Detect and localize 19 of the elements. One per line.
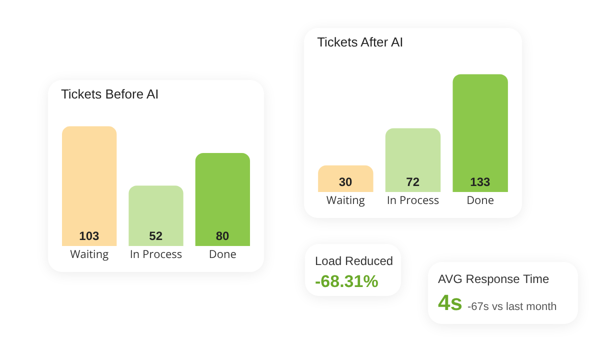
data-label: 30 — [338, 175, 352, 189]
x-tick-label: In Process — [386, 193, 440, 208]
text: Load Reduced — [315, 254, 394, 268]
text: 4s — [438, 290, 462, 315]
chart-title: Tickets After AI — [317, 34, 404, 50]
x-tick-label: In Process — [130, 247, 182, 262]
data-label: 133 — [470, 175, 491, 189]
text: -67s vs last month — [467, 301, 557, 313]
text: AVG Response Time — [438, 272, 550, 286]
text: -68.31% — [315, 272, 378, 291]
x-tick-label: Waiting — [326, 193, 365, 208]
x-tick-label: Waiting — [70, 247, 109, 262]
data-label: 103 — [79, 229, 100, 243]
x-tick-label: Done — [466, 193, 494, 208]
chart-title: Tickets Before AI — [60, 86, 159, 102]
data-label: 80 — [216, 229, 230, 243]
data-label: 72 — [406, 175, 420, 189]
x-tick-label: Done — [208, 247, 236, 262]
data-label: 52 — [149, 229, 163, 243]
